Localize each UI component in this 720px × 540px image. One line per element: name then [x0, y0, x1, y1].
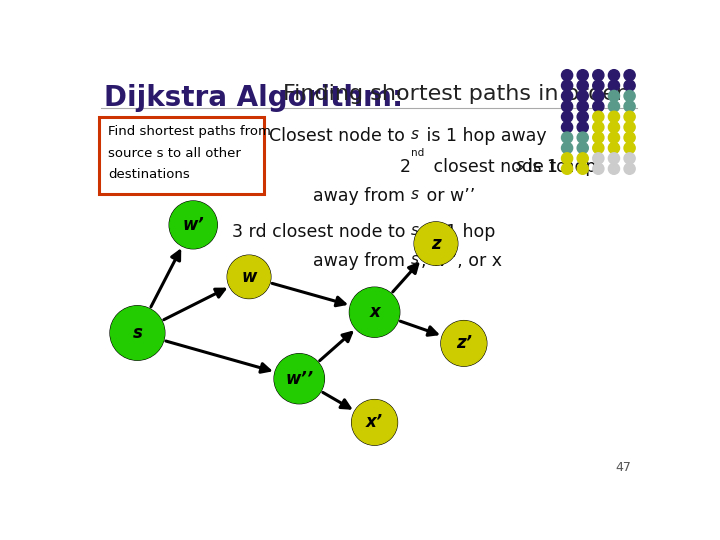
Ellipse shape: [608, 122, 619, 133]
Text: source s to all other: source s to all other: [108, 147, 240, 160]
Text: s: s: [516, 158, 523, 173]
Ellipse shape: [608, 111, 619, 123]
Ellipse shape: [577, 111, 588, 123]
Text: closest node to: closest node to: [428, 158, 572, 177]
Ellipse shape: [593, 70, 604, 81]
Ellipse shape: [624, 132, 635, 143]
Ellipse shape: [562, 90, 572, 102]
Text: 47: 47: [616, 461, 631, 474]
Ellipse shape: [441, 321, 486, 366]
Ellipse shape: [608, 90, 619, 102]
Text: destinations: destinations: [108, 168, 189, 181]
Ellipse shape: [577, 101, 588, 112]
Ellipse shape: [624, 143, 635, 153]
Ellipse shape: [275, 354, 324, 403]
Text: Finding shortest paths in order: Finding shortest paths in order: [282, 84, 625, 104]
Ellipse shape: [228, 256, 270, 298]
Text: w’: w’: [182, 216, 204, 234]
Text: is 1 hop away: is 1 hop away: [421, 127, 546, 145]
Ellipse shape: [624, 101, 635, 112]
Ellipse shape: [593, 101, 604, 112]
Ellipse shape: [111, 306, 164, 360]
Ellipse shape: [593, 80, 604, 91]
Text: s: s: [132, 324, 143, 342]
Ellipse shape: [593, 122, 604, 133]
Ellipse shape: [577, 153, 588, 164]
Ellipse shape: [624, 163, 635, 174]
Text: or w’’: or w’’: [421, 187, 475, 205]
Ellipse shape: [562, 122, 572, 133]
Ellipse shape: [562, 80, 572, 91]
Ellipse shape: [350, 288, 399, 336]
Ellipse shape: [577, 80, 588, 91]
Ellipse shape: [562, 153, 572, 164]
Ellipse shape: [608, 80, 619, 91]
Ellipse shape: [577, 163, 588, 174]
Ellipse shape: [577, 122, 588, 133]
Text: Dijkstra Algorithm:: Dijkstra Algorithm:: [104, 84, 403, 112]
Text: 3 rd closest node to: 3 rd closest node to: [232, 223, 411, 241]
Ellipse shape: [562, 132, 572, 143]
Text: , w’’, or x: , w’’, or x: [421, 252, 502, 270]
Ellipse shape: [577, 132, 588, 143]
Text: nd: nd: [411, 148, 424, 158]
Ellipse shape: [577, 70, 588, 81]
Ellipse shape: [624, 70, 635, 81]
Ellipse shape: [593, 143, 604, 153]
Text: w: w: [241, 268, 257, 286]
Text: z’: z’: [456, 334, 472, 353]
Text: Closest node to: Closest node to: [269, 127, 411, 145]
Text: x’: x’: [366, 414, 383, 431]
FancyBboxPatch shape: [99, 117, 264, 194]
Text: is 1 hop: is 1 hop: [523, 158, 597, 177]
Ellipse shape: [562, 101, 572, 112]
Text: x: x: [369, 303, 380, 321]
Ellipse shape: [577, 143, 588, 153]
Text: s: s: [411, 127, 419, 142]
Ellipse shape: [608, 163, 619, 174]
Text: Find shortest paths from: Find shortest paths from: [108, 125, 271, 138]
Ellipse shape: [593, 132, 604, 143]
Ellipse shape: [624, 153, 635, 164]
Text: w’’: w’’: [285, 370, 313, 388]
Ellipse shape: [170, 201, 217, 248]
Text: s: s: [411, 187, 419, 202]
Text: away from: away from: [313, 187, 411, 205]
Ellipse shape: [593, 163, 604, 174]
Ellipse shape: [624, 122, 635, 133]
Ellipse shape: [352, 400, 397, 444]
Ellipse shape: [415, 222, 457, 265]
Ellipse shape: [624, 80, 635, 91]
Text: is 1 hop: is 1 hop: [421, 223, 495, 241]
Text: s: s: [411, 223, 419, 238]
Ellipse shape: [562, 143, 572, 153]
Ellipse shape: [608, 153, 619, 164]
Ellipse shape: [608, 132, 619, 143]
Text: 2: 2: [400, 158, 411, 177]
Ellipse shape: [593, 111, 604, 123]
Ellipse shape: [562, 111, 572, 123]
Ellipse shape: [624, 111, 635, 123]
Ellipse shape: [608, 143, 619, 153]
Ellipse shape: [577, 90, 588, 102]
Ellipse shape: [593, 90, 604, 102]
Ellipse shape: [608, 101, 619, 112]
Ellipse shape: [562, 70, 572, 81]
Ellipse shape: [593, 153, 604, 164]
Ellipse shape: [562, 163, 572, 174]
Text: away from: away from: [313, 252, 411, 270]
Text: s: s: [411, 252, 419, 267]
Text: z: z: [431, 234, 441, 253]
Ellipse shape: [608, 70, 619, 81]
Ellipse shape: [624, 90, 635, 102]
